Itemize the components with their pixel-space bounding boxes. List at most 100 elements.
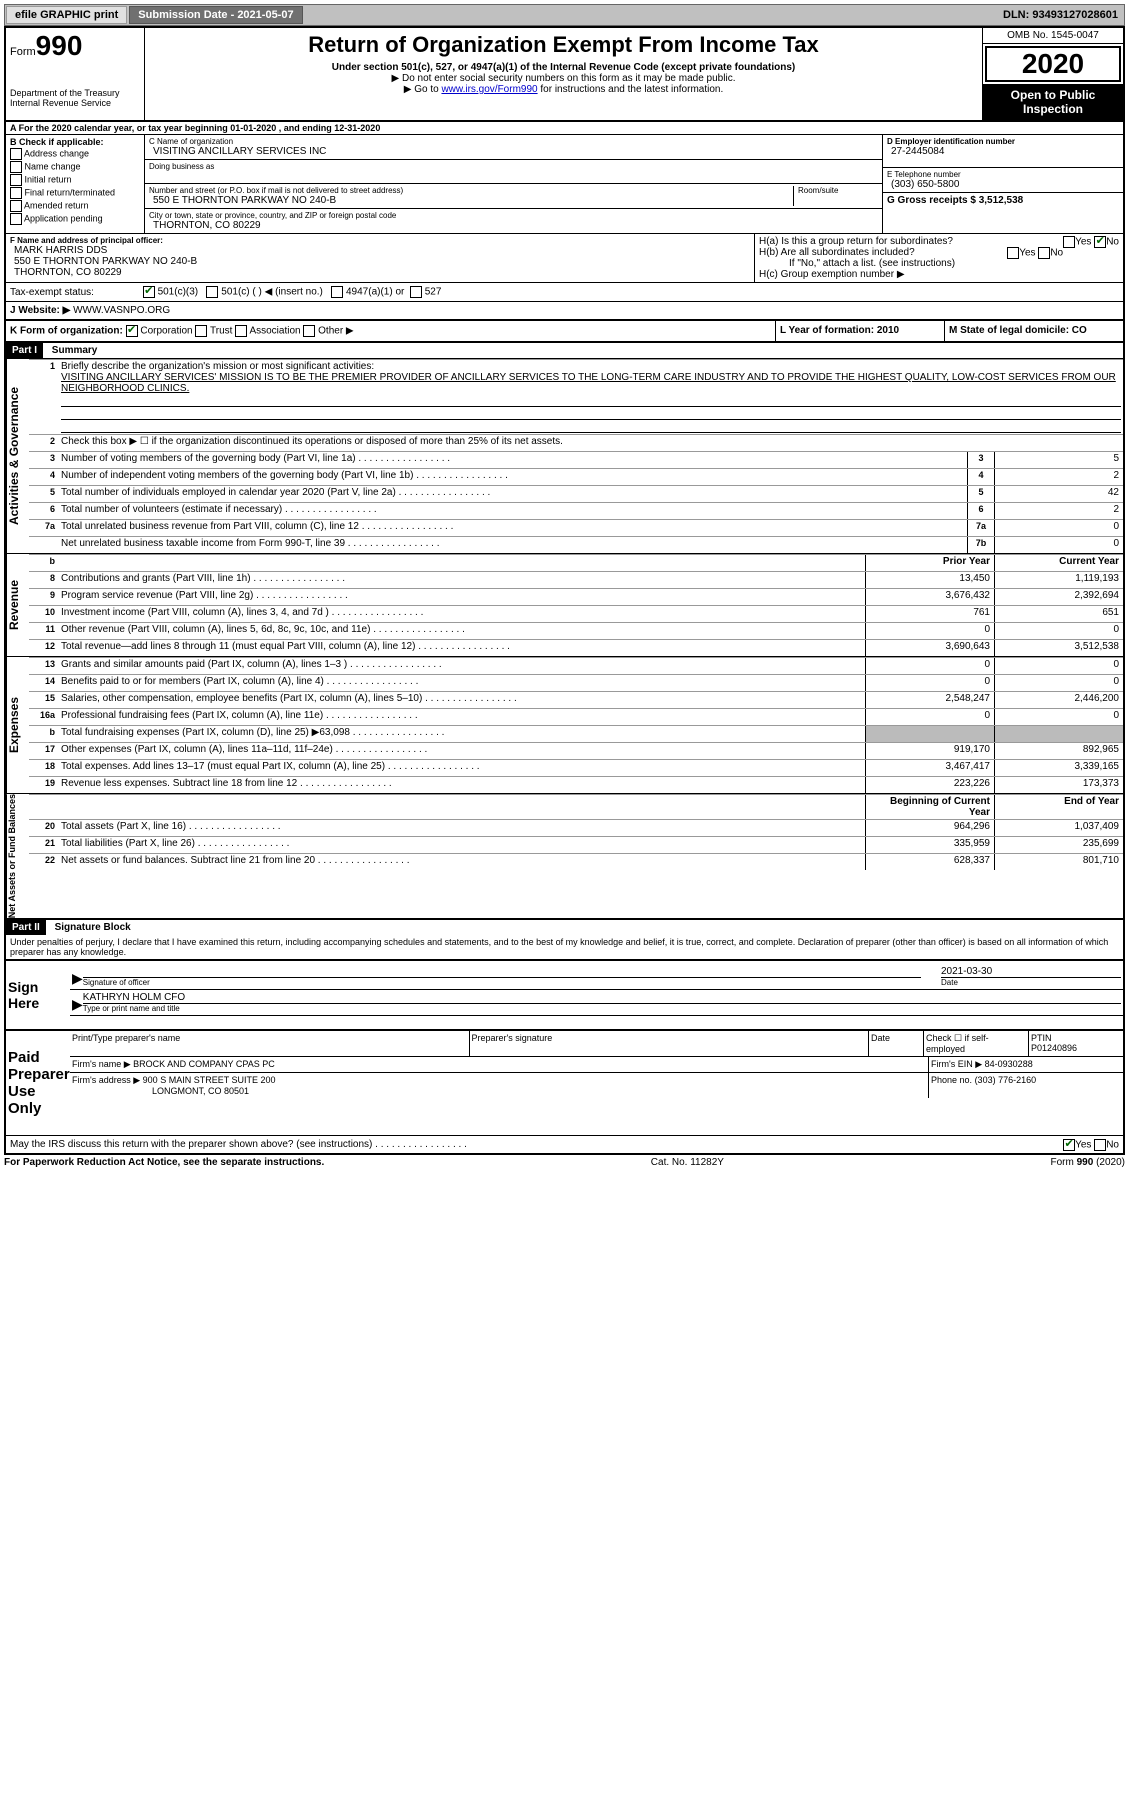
discuss-yes[interactable]	[1063, 1139, 1075, 1151]
sig-date-label: Date	[941, 977, 1121, 987]
col-current: Current Year	[994, 555, 1123, 571]
checkbox-final-return[interactable]	[10, 187, 22, 199]
h-note: If "No," attach a list. (see instruction…	[759, 258, 1119, 269]
dln-text: DLN: 93493127028601	[1003, 9, 1124, 21]
form-title: Return of Organization Exempt From Incom…	[149, 32, 978, 58]
cb-assoc[interactable]	[235, 325, 247, 337]
form-subtitle: Under section 501(c), 527, or 4947(a)(1)…	[149, 62, 978, 73]
firm-addr: 900 S MAIN STREET SUITE 200	[143, 1075, 276, 1085]
org-name-label: C Name of organization	[149, 137, 878, 146]
cb-other[interactable]	[303, 325, 315, 337]
firm-name: BROCK AND COMPANY CPAS PC	[133, 1059, 275, 1069]
form-note-2: ▶ Go to www.irs.gov/Form990 for instruct…	[149, 84, 978, 95]
form-org-type: K Form of organization: Corporation Trus…	[6, 321, 775, 341]
cb-4947[interactable]	[331, 286, 343, 298]
part1-title: Summary	[52, 345, 98, 356]
paid-preparer-block: Paid Preparer Use Only Print/Type prepar…	[6, 1029, 1123, 1135]
cb-527[interactable]	[410, 286, 422, 298]
dba-label: Doing business as	[149, 162, 878, 171]
firm-city: LONGMONT, CO 80501	[72, 1086, 249, 1096]
checkbox-pending[interactable]	[10, 213, 22, 225]
table-row: 15Salaries, other compensation, employee…	[29, 691, 1123, 708]
table-row: 22Net assets or fund balances. Subtract …	[29, 853, 1123, 870]
ha-no[interactable]	[1094, 236, 1106, 248]
table-row: 3Number of voting members of the governi…	[29, 451, 1123, 468]
table-row: 7aTotal unrelated business revenue from …	[29, 519, 1123, 536]
table-row: 8Contributions and grants (Part VIII, li…	[29, 571, 1123, 588]
table-row: 12Total revenue—add lines 8 through 11 (…	[29, 639, 1123, 656]
form-header: Form990 Department of the Treasury Inter…	[6, 28, 1123, 122]
top-toolbar: efile GRAPHIC print Submission Date - 20…	[4, 4, 1125, 26]
tax-status-row: Tax-exempt status: 501(c)(3) 501(c) ( ) …	[6, 282, 1123, 302]
cb-501c3[interactable]	[143, 286, 155, 298]
preparer-date-label: Date	[869, 1031, 924, 1056]
efile-button[interactable]: efile GRAPHIC print	[6, 6, 127, 24]
gross-receipts: G Gross receipts $ 3,512,538	[887, 195, 1023, 206]
discuss-row: May the IRS discuss this return with the…	[6, 1135, 1123, 1153]
table-row: 5Total number of individuals employed in…	[29, 485, 1123, 502]
checkbox-amended[interactable]	[10, 200, 22, 212]
checkbox-address-change[interactable]	[10, 148, 22, 160]
year-formation: L Year of formation: 2010	[775, 321, 944, 341]
form-note-1: ▶ Do not enter social security numbers o…	[149, 73, 978, 84]
table-row: 19Revenue less expenses. Subtract line 1…	[29, 776, 1123, 793]
discuss-no[interactable]	[1094, 1139, 1106, 1151]
tax-year: 2020	[985, 46, 1121, 82]
ha-yes[interactable]	[1063, 236, 1075, 248]
officer-name: MARK HARRIS DDS	[10, 245, 750, 256]
part1-body: Activities & Governance 1 Briefly descri…	[6, 359, 1123, 553]
declaration-text: Under penalties of perjury, I declare th…	[6, 935, 1123, 959]
firm-ein: 84-0930288	[985, 1059, 1033, 1069]
checkbox-name-change[interactable]	[10, 161, 22, 173]
col-boy: Beginning of Current Year	[865, 795, 994, 819]
cb-trust[interactable]	[195, 325, 207, 337]
org-name: VISITING ANCILLARY SERVICES INC	[149, 146, 878, 157]
cb-corp[interactable]	[126, 325, 138, 337]
preparer-phone: (303) 776-2160	[975, 1075, 1037, 1085]
department-text: Department of the Treasury Internal Reve…	[10, 88, 140, 108]
sign-here-block: Sign Here ▶ Signature of officer 2021-03…	[6, 959, 1123, 1029]
col-eoy: End of Year	[994, 795, 1123, 819]
table-row: 18Total expenses. Add lines 13–17 (must …	[29, 759, 1123, 776]
org-city: THORNTON, CO 80229	[149, 220, 878, 231]
section-a-period: A For the 2020 calendar year, or tax yea…	[6, 122, 1123, 135]
h-c-row: H(c) Group exemption number ▶	[759, 269, 1119, 280]
submission-date-button[interactable]: Submission Date - 2021-05-07	[129, 6, 302, 24]
h-b-row: H(b) Are all subordinates included? Yes …	[759, 247, 1119, 258]
table-row: Net unrelated business taxable income fr…	[29, 536, 1123, 553]
sig-date-val: 2021-03-30	[941, 966, 1121, 977]
vlabel-revenue: Revenue	[6, 554, 29, 656]
q2-text: Check this box ▶ ☐ if the organization d…	[59, 435, 1123, 451]
cb-501c[interactable]	[206, 286, 218, 298]
arrow-icon: ▶	[72, 970, 83, 987]
preparer-selfemp: Check ☐ if self-employed	[924, 1031, 1029, 1056]
arrow-icon: ▶	[72, 996, 83, 1013]
city-label: City or town, state or province, country…	[149, 211, 878, 220]
h-a-row: H(a) Is this a group return for subordin…	[759, 236, 1119, 247]
form-container: Form990 Department of the Treasury Inter…	[4, 26, 1125, 1155]
checkbox-initial-return[interactable]	[10, 174, 22, 186]
irs-link[interactable]: www.irs.gov/Form990	[441, 84, 537, 95]
vlabel-netassets: Net Assets or Fund Balances	[6, 794, 29, 918]
inspection-badge: Open to Public Inspection	[983, 84, 1123, 120]
table-row: 11Other revenue (Part VIII, column (A), …	[29, 622, 1123, 639]
officer-addr2: THORNTON, CO 80229	[10, 267, 750, 278]
ptin-value: P01240896	[1031, 1043, 1077, 1053]
ein-value: 27-2445084	[887, 146, 1119, 157]
sig-officer-label: Signature of officer	[83, 977, 921, 987]
hb-yes[interactable]	[1007, 247, 1019, 259]
officer-addr1: 550 E THORNTON PARKWAY NO 240-B	[10, 256, 750, 267]
org-info-block: B Check if applicable: Address change Na…	[6, 135, 1123, 233]
form-number: Form990	[10, 30, 140, 62]
preparer-sig-label: Preparer's signature	[470, 1031, 870, 1056]
page-footer: For Paperwork Reduction Act Notice, see …	[4, 1155, 1125, 1170]
omb-number: OMB No. 1545-0047	[983, 28, 1123, 44]
part1-head: Part I	[6, 343, 43, 358]
hb-no[interactable]	[1038, 247, 1050, 259]
state-domicile: M State of legal domicile: CO	[944, 321, 1123, 341]
org-address: 550 E THORNTON PARKWAY NO 240-B	[149, 195, 793, 206]
table-row: 16aProfessional fundraising fees (Part I…	[29, 708, 1123, 725]
table-row: 6Total number of volunteers (estimate if…	[29, 502, 1123, 519]
table-row: 13Grants and similar amounts paid (Part …	[29, 657, 1123, 674]
ein-label: D Employer identification number	[887, 137, 1119, 146]
